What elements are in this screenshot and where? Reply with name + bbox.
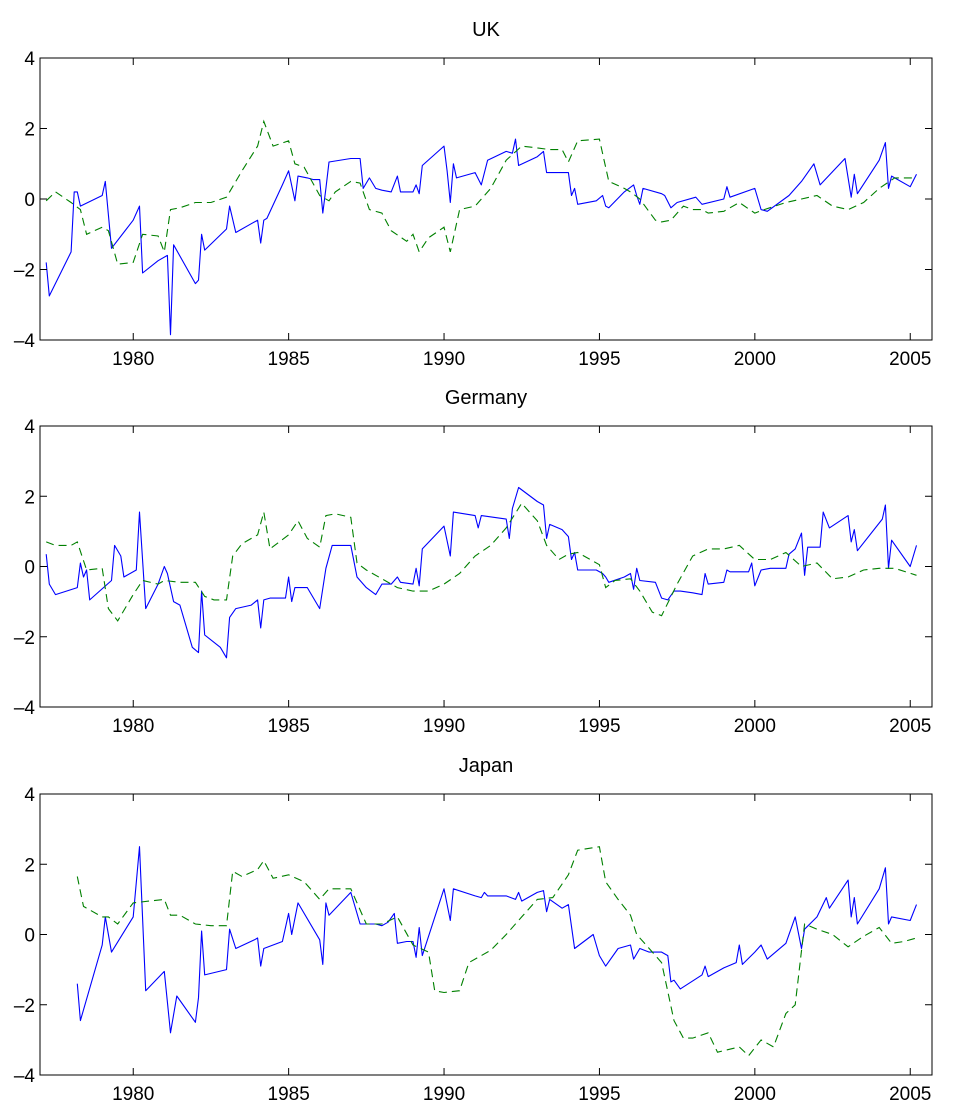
panel-title-japan: Japan [459,755,514,777]
y-tick-label-japan: –2 [14,996,35,1017]
y-tick-label-germany: –4 [14,698,36,719]
panel-uk: UK 1980 1985 1990 1995 2000 2005 –4 –2 0 2 4 [14,19,933,370]
x-tick-label-uk: 2005 [889,349,931,370]
y-tick-label-uk: –2 [14,261,35,282]
x-tick-label-germany: 1995 [578,716,620,737]
x-tick-label-uk: 1990 [423,349,465,370]
y-tick-label-uk: 2 [24,120,35,141]
y-tick-label-uk: 4 [24,49,35,70]
y-tick-label-japan: 4 [24,785,35,806]
x-tick-label-uk: 2000 [734,349,776,370]
y-tick-label-germany: 2 [24,487,35,508]
germany-series-solid-line [45,486,918,659]
x-tick-label-germany: 1990 [423,716,465,737]
japan-series-dashed-line [76,846,917,1057]
x-tick-label-japan: 1995 [578,1084,620,1105]
x-tick-label-germany: 1980 [112,716,154,737]
y-tick-label-germany: 0 [24,558,35,579]
y-tick-label-japan: –4 [14,1066,36,1087]
x-tick-label-uk: 1980 [112,349,154,370]
x-tick-label-uk: 1995 [578,349,620,370]
panel-germany: Germany 1980 1985 1990 1995 2000 2005 –4 –2 0 2 4 [14,387,933,737]
y-tick-label-uk: 0 [24,190,35,211]
panel-title-uk: UK [472,19,500,41]
japan-series-solid-line [76,846,918,1034]
y-tick-label-germany: –2 [14,628,35,649]
y-tick-label-germany: 4 [24,417,35,438]
germany-series-dashed-line [46,502,917,622]
y-tick-label-japan: 0 [24,926,35,947]
x-tick-label-japan: 1980 [112,1084,154,1105]
x-tick-label-japan: 1990 [423,1084,465,1105]
axes-frame-uk [39,57,933,341]
x-tick-label-uk: 1985 [268,349,310,370]
uk-series-solid-line [45,138,917,336]
x-tick-label-germany: 2005 [889,716,931,737]
panel-title-germany: Germany [445,387,527,409]
y-tick-label-japan: 2 [24,855,35,876]
x-tick-label-japan: 2000 [734,1084,776,1105]
y-tick-label-uk: –4 [14,331,36,352]
x-tick-label-japan: 1985 [268,1084,310,1105]
panel-japan: Japan 1980 1985 1990 1995 2000 2005 –4 –2 0 2 4 [14,755,933,1105]
x-tick-label-japan: 2005 [889,1084,931,1105]
uk-series-dashed-line [45,119,917,265]
axes-frame-germany [39,425,933,708]
x-tick-label-germany: 1985 [268,716,310,737]
x-tick-label-germany: 2000 [734,716,776,737]
